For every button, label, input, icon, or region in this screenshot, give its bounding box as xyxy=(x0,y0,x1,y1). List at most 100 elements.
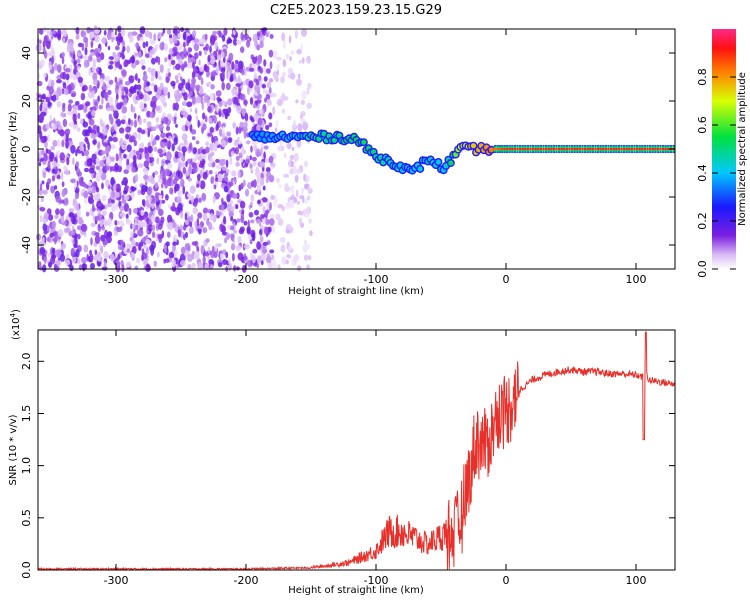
noise-speckle xyxy=(268,226,272,233)
noise-speckle xyxy=(42,223,47,232)
noise-speckle xyxy=(172,36,178,44)
noise-speckle xyxy=(145,41,149,47)
noise-speckle xyxy=(72,157,75,166)
noise-speckle xyxy=(194,52,199,60)
noise-speckle xyxy=(73,120,78,125)
noise-speckle xyxy=(198,60,201,66)
noise-speckle xyxy=(76,209,82,217)
noise-speckle xyxy=(230,225,235,231)
noise-speckle xyxy=(247,219,250,228)
noise-speckle xyxy=(198,224,202,230)
noise-speckle xyxy=(115,153,119,162)
noise-speckle xyxy=(265,94,271,100)
noise-speckle xyxy=(173,120,177,124)
noise-speckle xyxy=(242,179,246,187)
noise-speckle xyxy=(88,55,93,62)
noise-speckle xyxy=(228,181,234,187)
noise-speckle xyxy=(304,198,308,204)
noise-speckle xyxy=(257,117,263,126)
noise-speckle xyxy=(193,200,198,207)
noise-speckle xyxy=(159,42,165,51)
noise-speckle xyxy=(118,36,123,43)
noise-speckle xyxy=(181,101,188,107)
noise-speckle xyxy=(284,183,289,191)
noise-speckle xyxy=(121,40,126,48)
noise-speckle xyxy=(77,258,81,265)
noise-speckle xyxy=(101,37,108,44)
noise-speckle xyxy=(151,95,157,104)
noise-speckle xyxy=(221,123,226,129)
noise-speckle xyxy=(302,31,306,36)
noise-speckle xyxy=(110,253,115,262)
signal-band-core xyxy=(576,148,579,150)
noise-speckle xyxy=(183,224,187,231)
signal-band-core xyxy=(638,148,641,150)
noise-speckle xyxy=(46,28,50,36)
noise-speckle xyxy=(301,90,307,100)
noise-speckle xyxy=(223,237,228,244)
noise-speckle xyxy=(69,264,74,272)
noise-speckle xyxy=(83,191,89,197)
noise-speckle xyxy=(88,118,95,126)
noise-speckle xyxy=(183,111,189,118)
noise-speckle xyxy=(162,138,168,143)
noise-speckle xyxy=(266,171,272,180)
noise-speckle xyxy=(244,162,249,168)
noise-speckle xyxy=(151,101,157,110)
noise-speckle xyxy=(55,91,59,101)
noise-speckle xyxy=(139,59,146,66)
signal-band-core xyxy=(534,148,537,150)
noise-speckle xyxy=(201,192,207,201)
noise-speckle xyxy=(138,118,143,126)
signal-band-core xyxy=(526,148,529,150)
noise-speckle xyxy=(231,170,237,177)
noise-speckle xyxy=(81,257,87,264)
spectrogram-y-label: Frequency (Hz) xyxy=(8,111,19,187)
noise-speckle xyxy=(260,214,265,219)
noise-speckle xyxy=(164,168,171,177)
noise-speckle xyxy=(123,169,129,175)
noise-speckle xyxy=(195,115,199,122)
noise-speckle xyxy=(261,260,264,266)
noise-speckle xyxy=(63,197,69,206)
noise-speckle xyxy=(87,141,90,151)
noise-speckle xyxy=(296,78,302,86)
noise-speckle xyxy=(246,227,250,234)
noise-speckle xyxy=(142,214,147,219)
signal-band-core xyxy=(636,148,639,150)
noise-speckle xyxy=(223,173,228,182)
noise-speckle xyxy=(57,129,60,135)
signal-band-core xyxy=(654,148,657,150)
noise-speckle xyxy=(119,205,125,211)
noise-speckle xyxy=(147,130,150,138)
noise-speckle xyxy=(235,161,240,167)
noise-speckle xyxy=(149,111,155,119)
noise-speckle xyxy=(108,136,113,142)
noise-speckle xyxy=(243,130,247,139)
noise-speckle xyxy=(43,230,48,235)
noise-speckle xyxy=(223,185,229,193)
noise-speckle xyxy=(188,226,194,234)
noise-speckle xyxy=(59,253,66,262)
noise-speckle xyxy=(146,247,149,255)
noise-speckle xyxy=(77,112,81,119)
noise-speckle xyxy=(168,135,172,141)
noise-speckle xyxy=(115,36,119,42)
noise-speckle xyxy=(208,259,214,266)
noise-speckle xyxy=(91,63,97,73)
noise-speckle xyxy=(180,178,185,187)
noise-speckle xyxy=(56,101,62,108)
noise-speckle xyxy=(151,224,156,231)
noise-speckle xyxy=(68,212,74,218)
noise-speckle xyxy=(193,38,199,44)
noise-speckle xyxy=(187,56,191,64)
noise-speckle xyxy=(244,188,250,197)
noise-speckle xyxy=(225,251,229,259)
noise-speckle xyxy=(96,125,100,134)
noise-speckle xyxy=(47,178,52,184)
noise-speckle xyxy=(102,156,106,161)
noise-speckle xyxy=(123,153,127,159)
noise-speckle xyxy=(40,59,45,67)
noise-speckle xyxy=(225,168,230,174)
noise-speckle xyxy=(65,169,70,175)
